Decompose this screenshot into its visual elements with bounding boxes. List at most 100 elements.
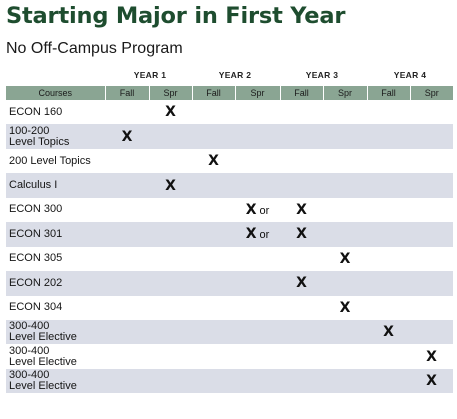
term-cell: [105, 344, 149, 369]
x-mark: X: [245, 201, 257, 218]
course-name-cell: ECON 305: [6, 246, 105, 272]
course-name-cell: ECON 304: [6, 295, 105, 320]
term-cell: [410, 295, 453, 320]
x-mark: X: [426, 373, 437, 390]
course-name-cell: ECON 202: [6, 271, 105, 296]
x-mark: X: [339, 250, 351, 267]
course-name-line: ECON 304: [9, 301, 63, 314]
term-cell: [323, 173, 367, 198]
term-cell: [367, 222, 410, 247]
course-name-cell: 100-200 Level Topics: [6, 124, 105, 149]
or-label: or: [259, 204, 270, 217]
column-header-y2-fall: Fall: [191, 86, 235, 100]
term-cell: [149, 124, 192, 149]
term-cell: [192, 319, 235, 345]
term-cell: [367, 246, 410, 272]
x-mark: X: [426, 348, 437, 365]
x-mark: X: [245, 226, 257, 243]
term-cell: [105, 100, 149, 125]
term-cell: [280, 148, 323, 174]
term-cell: [105, 368, 149, 394]
term-cell: [235, 173, 280, 198]
term-cell: [323, 197, 367, 223]
table-row: 100-200 Level Topics X: [6, 124, 453, 149]
term-cell: [280, 319, 323, 345]
term-cell: X: [105, 124, 149, 149]
course-name-cell: ECON 300: [6, 197, 105, 223]
course-name-line: 200 Level Topics: [9, 154, 91, 167]
term-cell: X: [280, 271, 323, 296]
term-cell: [149, 319, 192, 345]
term-cell: [323, 148, 367, 174]
page-subtitle: No Off-Campus Program: [6, 40, 183, 57]
page-title: Starting Major in First Year: [6, 3, 346, 29]
term-cell: [105, 295, 149, 320]
term-cell: [280, 124, 323, 149]
term-cell: [149, 344, 192, 369]
term-cell: [410, 271, 453, 296]
term-cell: [192, 368, 235, 394]
term-cell: [367, 148, 410, 174]
table-row: ECON 202 X: [6, 271, 453, 296]
course-name-line: 300-400: [9, 320, 50, 333]
term-cell: [192, 197, 235, 223]
x-mark: X: [121, 128, 133, 145]
term-cell: [105, 246, 149, 272]
table-row: 300-400 Level Elective X: [6, 368, 453, 394]
course-name-line: ECON 300: [9, 203, 63, 216]
term-cell: [280, 368, 323, 394]
term-cell: [105, 319, 149, 345]
term-cell: [367, 100, 410, 125]
course-name-line: ECON 305: [9, 252, 63, 265]
x-mark: X: [296, 201, 307, 218]
term-cell: [410, 124, 453, 149]
term-cell: [410, 100, 453, 125]
term-cell: [367, 295, 410, 320]
course-name-line: ECON 301: [9, 227, 63, 240]
term-cell: [323, 271, 367, 296]
term-cell: [192, 344, 235, 369]
term-cell: [105, 271, 149, 296]
or-label: or: [259, 229, 270, 242]
table-row: Calculus I X: [6, 173, 453, 198]
term-cell: X: [410, 344, 453, 369]
x-mark: X: [383, 324, 394, 341]
term-cell: [323, 124, 367, 149]
term-cell: X: [149, 173, 192, 198]
year-label-3: YEAR 3: [305, 70, 339, 80]
x-mark: X: [339, 299, 351, 316]
term-cell: X: [280, 197, 323, 223]
x-mark: X: [165, 177, 176, 194]
term-cell: [149, 295, 192, 320]
term-cell: [323, 344, 367, 369]
course-schedule-table: Courses Fall Spr Fall Spr Fall Spr Fall …: [6, 86, 453, 394]
x-mark: X: [208, 153, 219, 170]
column-header-courses: Courses: [6, 86, 105, 100]
term-cell: X: [192, 148, 235, 174]
course-name-line: ECON 202: [9, 276, 63, 289]
column-header-y4-spr: Spr: [409, 86, 453, 100]
term-cell: [367, 173, 410, 198]
term-cell: [192, 295, 235, 320]
term-cell: [323, 368, 367, 394]
course-name-cell: 200 Level Topics: [6, 148, 105, 174]
term-cell: [192, 246, 235, 272]
x-mark: X: [296, 275, 307, 292]
table-row: ECON 304 X: [6, 295, 453, 320]
term-cell: X: [149, 100, 192, 125]
term-cell: X: [323, 246, 367, 272]
term-cell: [323, 100, 367, 125]
course-name-line: Calculus I: [9, 179, 58, 192]
term-cell: [192, 173, 235, 198]
term-cell: [149, 148, 192, 174]
term-cell: [235, 295, 280, 320]
column-header-y1-spr: Spr: [148, 86, 192, 100]
course-name-line: ECON 160: [9, 105, 63, 118]
term-cell: [367, 271, 410, 296]
year-header-row: YEAR 1 YEAR 2 YEAR 3 YEAR 4: [0, 70, 457, 82]
term-cell: [149, 222, 192, 247]
term-cell: [323, 222, 367, 247]
